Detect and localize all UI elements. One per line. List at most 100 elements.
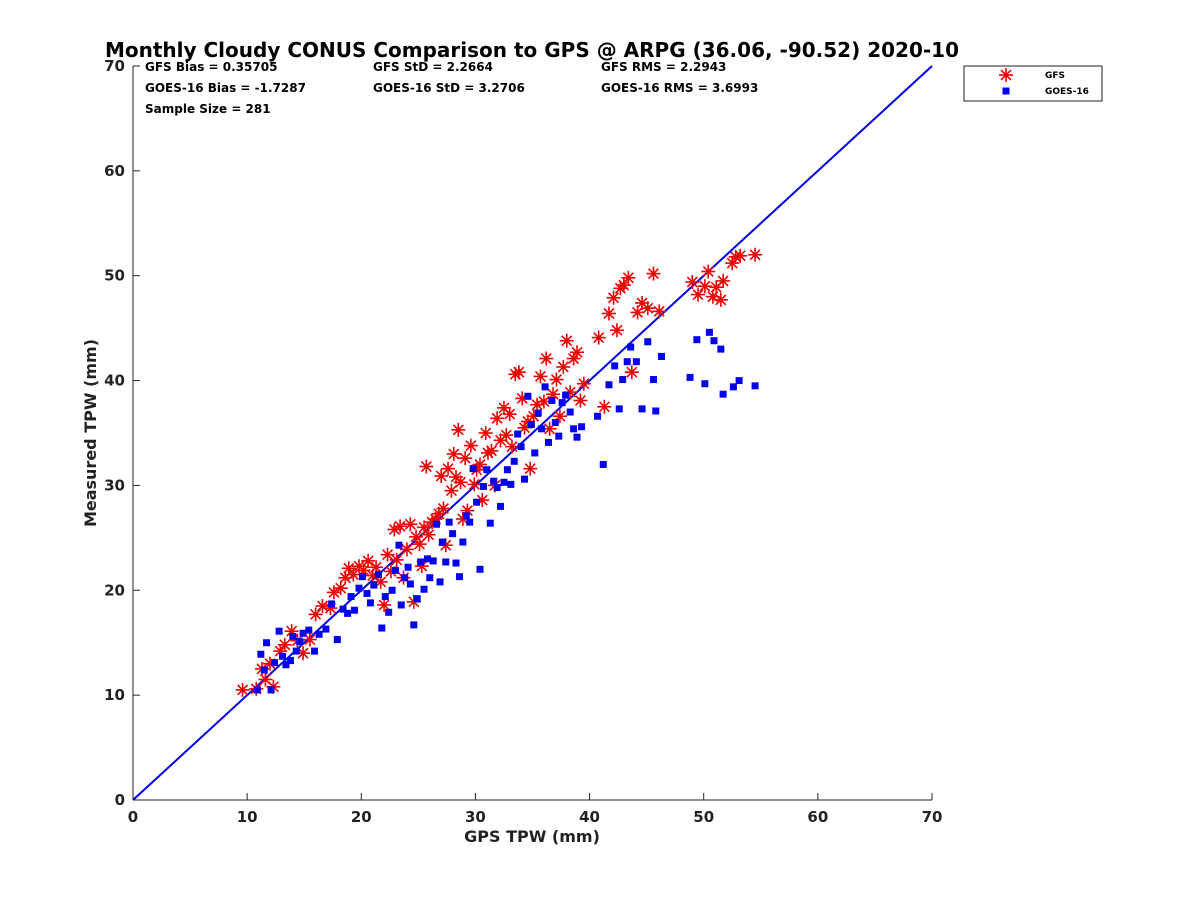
x-axis-label: GPS TPW (mm) [464,827,600,846]
gfs-point [393,519,408,534]
goes-16-point [476,565,484,573]
gfs-series [235,247,763,697]
gfs-point [640,301,655,316]
goes-16-point [420,585,428,593]
gfs-point [539,351,554,366]
gfs-point [361,553,376,568]
goes-16-point [548,396,556,404]
goes-16-point [363,589,371,597]
gfs-bias-text: GFS Bias = 0.35705 [145,60,277,74]
goes-16-point [401,574,409,582]
gfs-point [421,527,436,542]
goes-16-point [615,405,623,413]
legend-goes-16-square [1002,87,1010,95]
gfs-point [451,422,466,437]
legend-goes-16-label: GOES-16 [1045,87,1089,97]
gfs-point [597,399,612,414]
gfs-point [475,493,490,508]
goes-16-point [263,639,271,647]
stats-annotations: GFS Bias = 0.35705 GFS StD = 2.2664 GFS … [145,60,758,116]
gfs-std-text: GFS StD = 2.2664 [373,60,493,74]
gfs-point [601,306,616,321]
gfs-point [624,365,639,380]
x-tick-label: 20 [351,808,372,826]
goes-16-point [289,632,297,640]
gfs-point [412,537,427,552]
goes-16-point [267,686,275,694]
goes-16-point [469,465,477,473]
gfs-point [409,529,424,544]
goes-16-point [578,423,586,431]
gfs-point [235,682,250,697]
plot-area [132,66,932,801]
gfs-point [701,264,716,279]
gfs-point [556,359,571,374]
goes-16-point [438,538,446,546]
goes-16-point [473,498,481,506]
goes-16-point [423,555,431,563]
goes-16-point [449,530,457,538]
gfs-point [308,607,323,622]
goes-16-point [429,557,437,565]
gfs-point [504,439,519,454]
goes-16-point [305,626,313,634]
gfs-point [691,287,706,302]
goes-16-point [517,443,525,451]
goes-16-point [455,573,463,581]
legend-gfs-marker [999,68,1013,82]
gfs-point [478,426,493,440]
gfs-point [458,451,473,466]
goes-16-point [350,606,358,614]
gfs-point [685,275,700,290]
goes-16-point [510,457,518,465]
sample-size-text: Sample Size = 281 [145,102,271,116]
goes-16-point [701,380,709,388]
x-tick-label: 30 [465,808,486,826]
goes-16-point [521,475,529,483]
gfs-point [606,290,621,305]
y-tick-label: 40 [104,372,125,390]
gfs-point [446,446,461,461]
goes-16-point [735,377,743,385]
goes-16-point [486,519,494,527]
gfs-point [630,305,645,320]
gfs-point [573,393,588,408]
goes-16-point [333,636,341,644]
goes-16-point [292,647,300,655]
gfs-point [389,552,404,567]
goes-16-point [531,449,539,457]
gfs-point [377,597,392,612]
goes-16-point [538,425,546,433]
legend-box [963,65,1103,102]
goes-16-point [632,358,640,366]
legend-gfs-label: GFS [1045,71,1065,81]
gfs-point [646,266,661,281]
y-tick-label: 50 [104,267,125,285]
goes-16-point [497,502,505,510]
goes-16-point [657,352,665,360]
gfs-rms-text: GFS RMS = 2.2943 [601,60,726,74]
gfs-point [621,270,636,285]
goes-16-point [299,629,307,637]
gfs-point [559,333,574,348]
goes-16-point [271,659,279,667]
goes-16-point [479,482,487,490]
goes-16-point [693,336,701,344]
goes-16-point [436,578,444,586]
goes-16-point [493,484,501,492]
gfs-point [496,400,511,415]
x-tick-label: 60 [807,808,828,826]
goes-16-point [751,382,759,390]
goes-16-point [406,580,414,588]
gfs-point [576,376,591,391]
goes-16-point [392,566,400,574]
goes-16-point [385,608,393,616]
goes-16-point [594,412,602,420]
goes-16-point [483,466,491,474]
goes-16-point [253,686,261,694]
gfs-point [533,369,548,384]
gfs-point [523,461,538,476]
goes-16-point [551,419,559,427]
goes-16-point [717,345,725,353]
